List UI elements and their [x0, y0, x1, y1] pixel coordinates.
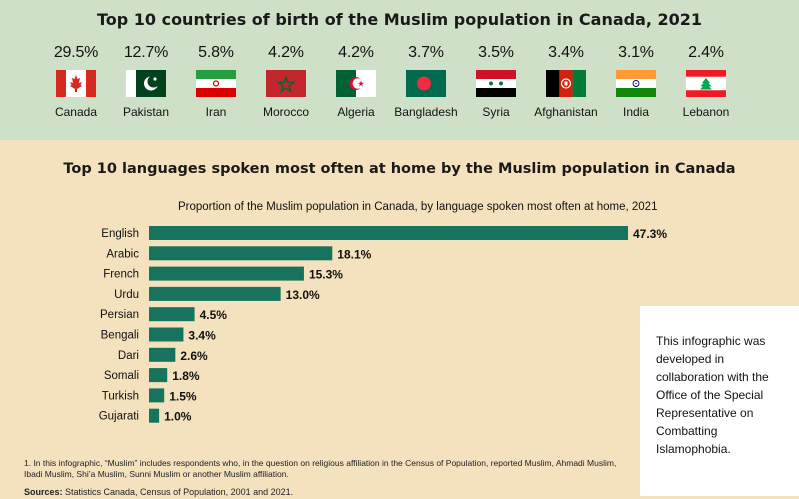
- country-percentage: 4.2%: [338, 44, 374, 61]
- data-label: 1.0%: [164, 410, 192, 424]
- data-label: 13.0%: [286, 288, 320, 302]
- category-label: Turkish: [102, 390, 139, 402]
- country-percentage: 4.2%: [268, 44, 304, 61]
- morocco-flag-icon: [266, 70, 306, 97]
- country-item: 12.7% Pakistan: [110, 44, 182, 119]
- sources-label: Sources:: [24, 487, 63, 497]
- bar: [149, 307, 195, 322]
- country-item: 4.2% Morocco: [250, 44, 322, 119]
- category-label: Arabic: [106, 248, 139, 260]
- category-label: Urdu: [114, 289, 139, 301]
- languages-title: Top 10 languages spoken most often at ho…: [63, 161, 736, 177]
- country-name: Canada: [54, 105, 98, 119]
- category-label: Gujarati: [99, 411, 139, 423]
- languages-bar-chart: English 47.3% Arabic 18.1% French 15.3% Urdu 13…: [99, 226, 667, 424]
- country-percentage: 3.4%: [548, 44, 584, 61]
- country-percentage: 3.1%: [618, 44, 654, 61]
- data-label: 2.6%: [180, 349, 208, 363]
- bar: [149, 368, 168, 383]
- canada-flag-icon: [56, 70, 96, 97]
- bangladesh-flag-icon: [406, 70, 446, 97]
- sources-text: Statistics Canada, Census of Population,…: [62, 487, 294, 497]
- bar: [149, 347, 176, 362]
- country-item: 3.7% Bangladesh: [390, 44, 462, 119]
- country-name: India: [622, 105, 650, 119]
- bar: [149, 408, 160, 423]
- countries-row: 29.5% Canada 12.7% Pakistan 5.8%: [40, 44, 780, 134]
- country-name: Pakistan: [122, 105, 170, 119]
- data-label: 15.3%: [309, 268, 343, 282]
- country-item: 3.1% India: [600, 44, 672, 119]
- data-label: 1.5%: [169, 389, 197, 403]
- country-item: 3.5% Syria: [460, 44, 532, 119]
- syria-flag-icon: [476, 70, 516, 97]
- country-name: Bangladesh: [394, 105, 458, 119]
- country-percentage: 2.4%: [688, 44, 724, 61]
- algeria-flag-icon: [336, 70, 376, 97]
- pakistan-flag-icon: [126, 70, 166, 97]
- category-label: Persian: [100, 309, 139, 321]
- category-label: Somali: [104, 370, 139, 382]
- category-label: Bengali: [101, 330, 139, 342]
- country-name: Algeria: [337, 105, 375, 119]
- country-name: Lebanon: [682, 105, 730, 119]
- collaboration-note: This infographic was developed in collab…: [640, 306, 799, 496]
- data-label: 1.8%: [172, 369, 200, 383]
- collaboration-note-text: This infographic was developed in collab…: [656, 334, 769, 456]
- iran-flag-icon: [196, 70, 236, 97]
- countries-title: Top 10 countries of birth of the Muslim …: [96, 10, 703, 29]
- country-item: 2.4% Lebanon: [670, 44, 742, 119]
- country-percentage: 5.8%: [198, 44, 234, 61]
- country-name: Morocco: [262, 105, 309, 119]
- bar: [149, 226, 628, 240]
- country-percentage: 3.5%: [478, 44, 514, 61]
- bar: [149, 286, 281, 301]
- country-item: 5.8% Iran: [180, 44, 252, 119]
- country-percentage: 29.5%: [53, 44, 99, 61]
- sources-line: Sources: Statistics Canada, Census of Po…: [24, 487, 293, 497]
- india-flag-icon: [616, 70, 656, 97]
- data-label: 18.1%: [337, 247, 371, 261]
- country-name: Syria: [482, 105, 510, 119]
- data-label: 47.3%: [633, 227, 667, 241]
- bar: [149, 246, 333, 261]
- bar: [149, 327, 184, 342]
- country-name: Iran: [205, 105, 227, 119]
- lebanon-flag-icon: [686, 70, 726, 97]
- country-percentage: 12.7%: [123, 44, 169, 61]
- category-label: Dari: [118, 350, 139, 362]
- chart-subtitle: Proportion of the Muslim population in C…: [178, 201, 658, 213]
- country-item: 29.5% Canada: [40, 44, 112, 119]
- bar: [149, 388, 165, 403]
- country-name: Afghanistan: [534, 105, 598, 119]
- countries-panel: Top 10 countries of birth of the Muslim …: [0, 0, 799, 140]
- country-percentage: 3.7%: [408, 44, 444, 61]
- data-label: 3.4%: [188, 329, 216, 343]
- country-item: 3.4% Afghanistan: [530, 44, 602, 119]
- bar: [149, 266, 304, 281]
- category-label: French: [103, 269, 139, 281]
- category-label: English: [101, 228, 139, 240]
- data-label: 4.5%: [200, 308, 228, 322]
- afghanistan-flag-icon: [546, 70, 586, 97]
- country-item: 4.2% Algeria: [320, 44, 392, 119]
- footnote: 1. In this infographic, “Muslim” include…: [24, 458, 617, 479]
